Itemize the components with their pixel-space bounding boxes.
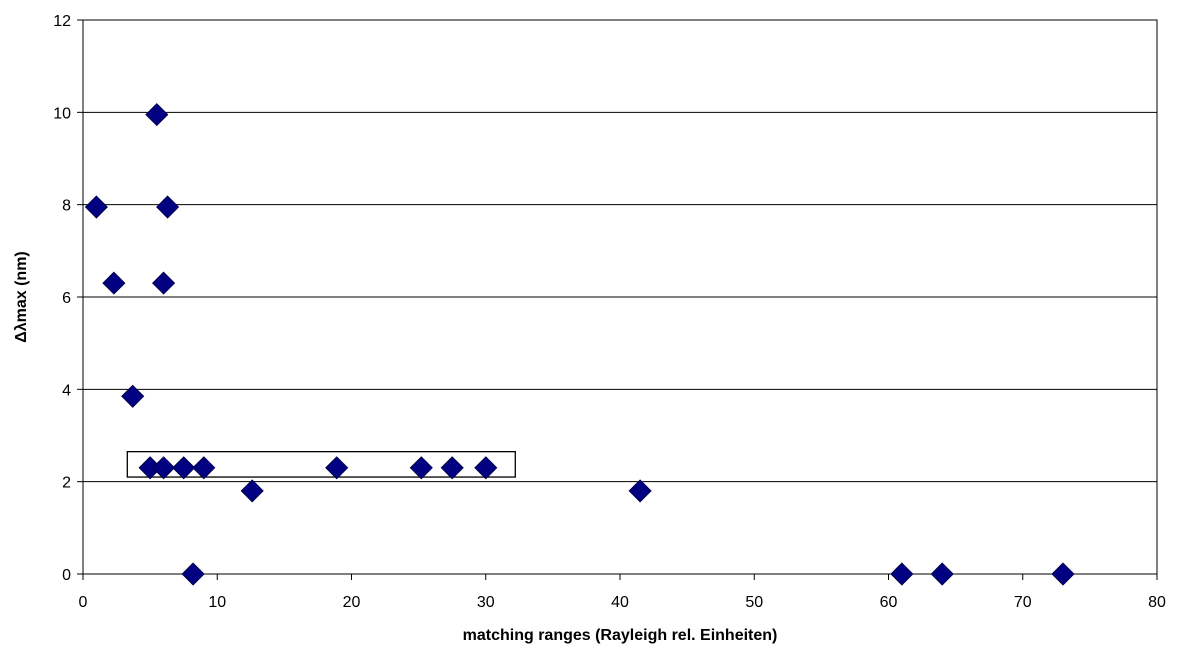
data-point (181, 562, 205, 586)
data-point (240, 479, 264, 503)
y-tick-label: 10 (53, 105, 71, 122)
data-point (474, 456, 498, 480)
data-point (156, 195, 180, 219)
y-tick-label: 2 (62, 475, 71, 492)
x-tick-label: 30 (477, 594, 495, 611)
data-point (172, 456, 196, 480)
y-axis: 0 2 4 6 8 10 12 (53, 13, 83, 584)
data-point (890, 562, 914, 586)
highlight-box (126, 451, 516, 478)
y-tick-label: 12 (53, 13, 71, 30)
data-point (440, 456, 464, 480)
data-point (121, 384, 145, 408)
data-point (152, 456, 176, 480)
x-tick-label: 70 (1014, 594, 1032, 611)
x-tick-label: 20 (343, 594, 361, 611)
data-points (84, 103, 1075, 586)
y-tick-label: 0 (62, 567, 71, 584)
data-point (1051, 562, 1075, 586)
x-axis: 0 10 20 30 40 50 60 70 80 (79, 574, 1166, 611)
x-axis-title: matching ranges (Rayleigh rel. Einheiten… (463, 627, 778, 644)
data-point (145, 103, 169, 127)
data-point (628, 479, 652, 503)
data-point (102, 271, 126, 295)
x-tick-label: 0 (79, 594, 88, 611)
annotations (126, 451, 516, 478)
y-tick-label: 8 (62, 198, 71, 215)
data-point (152, 271, 176, 295)
x-tick-label: 40 (611, 594, 629, 611)
data-point (409, 456, 433, 480)
data-point (84, 195, 108, 219)
data-point (930, 562, 954, 586)
x-tick-label: 10 (208, 594, 226, 611)
y-axis-title: Δλmax (nm) (13, 251, 30, 343)
data-point (325, 456, 349, 480)
x-tick-label: 60 (880, 594, 898, 611)
gridlines (83, 19, 1157, 483)
x-tick-label: 50 (745, 594, 763, 611)
y-tick-label: 6 (62, 290, 71, 307)
x-tick-label: 80 (1148, 594, 1166, 611)
y-tick-label: 4 (62, 382, 71, 399)
data-point (192, 456, 216, 480)
